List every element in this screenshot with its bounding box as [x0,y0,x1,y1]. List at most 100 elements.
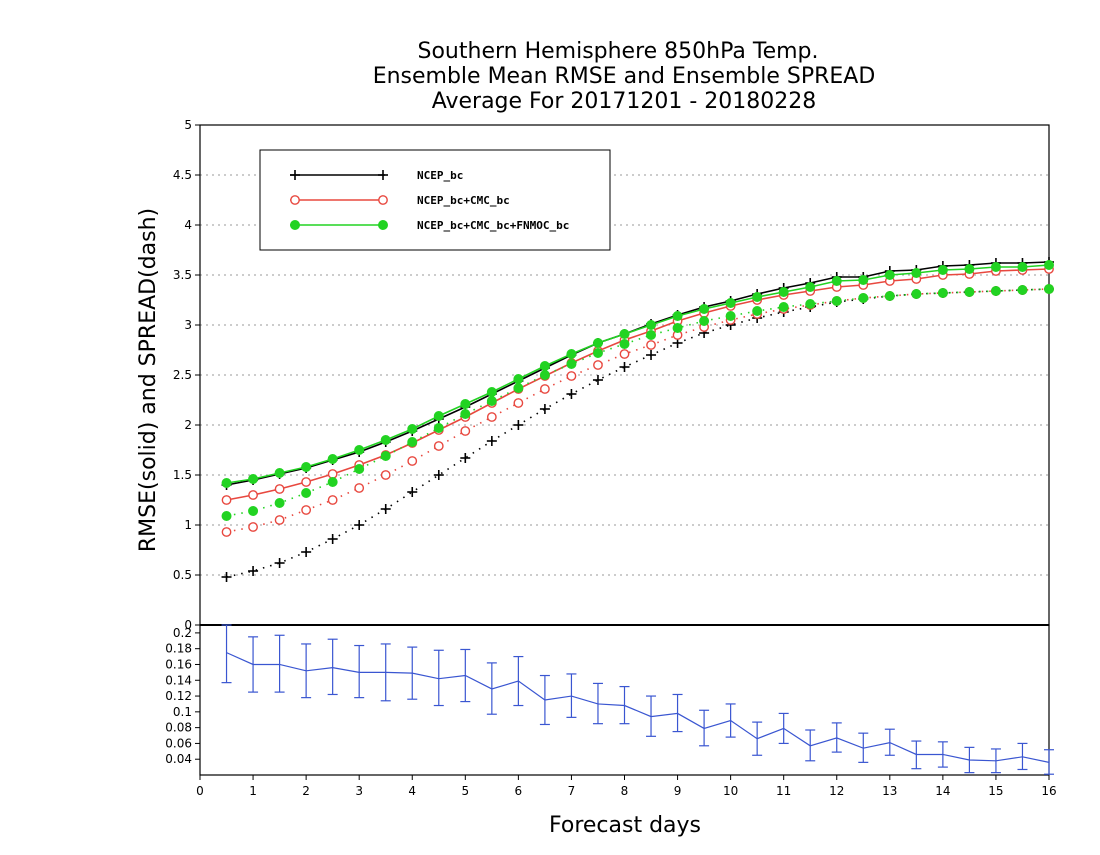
series-3-spread-point [566,359,577,369]
series-1-spread-point [513,420,524,430]
series-3-spread-point [433,423,444,433]
series-2-spread-point [433,441,444,451]
series-3-spread-point [805,299,816,309]
x-tick-label: 0 [196,784,204,798]
upper-y-tick-label: 2.5 [173,368,192,382]
series-3-spread-point [911,289,922,299]
series-3-rmse-point [407,424,418,434]
series-1-spread-point [274,558,285,568]
series-3-spread-point [619,339,630,349]
series-3-rmse-point [301,462,312,472]
series-1-spread-point [646,350,657,360]
x-tick-label: 15 [988,784,1003,798]
x-tick-label: 1 [249,784,257,798]
lower-y-tick-label: 0.18 [165,642,192,656]
legend-marker [378,195,388,205]
series-2-rmse-point [301,477,312,487]
series-3-rmse-point [566,349,577,359]
series-3-rmse-point [1044,260,1054,270]
series-1-spread-point [539,404,550,414]
x-tick-label: 12 [829,784,844,798]
series-3-rmse-point [513,374,524,384]
series-3-spread-point [990,286,1001,296]
series-3-rmse-point [433,411,444,421]
legend-label: NCEP_bc+CMC_bc+FNMOC_bc [417,219,569,232]
series-3-rmse-point [460,399,471,409]
upper-y-tick-label: 4.5 [173,168,192,182]
series-3-spread-point [301,488,312,498]
series-3-rmse-point [699,304,710,314]
series-3-rmse-point [964,264,975,274]
series-3-spread-point [460,409,471,419]
upper-y-tick-label: 3 [184,318,192,332]
series-3-rmse-point [248,474,259,484]
series-2-spread-point [380,470,391,480]
series-3-spread-line [226,288,1050,517]
y-axis-label: RMSE(solid) and SPREAD(dash) [136,208,161,552]
x-tick-label: 8 [621,784,629,798]
series-3-spread-point [699,316,710,326]
series-3-spread-point [592,348,603,358]
series-3-rmse-line [226,264,1050,484]
series-2-spread-point [274,515,285,525]
series-3-spread-point [380,451,391,461]
series-3-rmse-point [911,268,922,278]
series-3-spread-point [513,383,524,393]
series-3-rmse-point [937,265,948,275]
series-2-rmse-point [274,484,285,494]
series-3-spread-point [486,396,497,406]
series-3-spread-point [831,296,842,306]
series-2-spread-point [221,527,232,537]
series-1-spread-point [354,520,365,530]
legend-marker [290,170,300,180]
series-3-spread-point [672,323,683,333]
series-3-rmse-point [380,435,391,445]
series-3-rmse-point [752,292,763,302]
chart-title-line-2: Ensemble Mean RMSE and Ensemble SPREAD [373,64,876,89]
series-2-rmse-point [327,469,338,479]
lower-y-tick-label: 0.12 [165,689,192,703]
series-3-rmse-point [778,287,789,297]
series-2-spread-point [540,384,550,394]
series-3-spread-point [354,464,365,474]
series-3-rmse-point [672,311,683,321]
series-2-spread-point [619,349,630,359]
upper-y-tick-label: 1.5 [173,468,192,482]
series-2-spread-point [566,371,577,381]
series-3-spread-point [407,437,418,447]
series-3-rmse-point [990,262,1001,272]
series-2-rmse-point [221,495,232,505]
series-3-spread-point [752,306,763,316]
series-3-spread-point [937,288,948,298]
x-tick-label: 6 [515,784,523,798]
lower-y-tick-label: 0.1 [173,705,192,719]
series-3-spread-point [221,511,232,521]
series-1-spread-line [226,288,1050,578]
upper-y-tick-label: 5 [184,118,192,132]
series-3-rmse-point [858,275,869,285]
x-tick-label: 16 [1041,784,1056,798]
series-2-spread-point [248,522,258,532]
series-1-spread-point [248,566,259,576]
series-3-rmse-point [619,329,630,339]
series-1-spread-point [380,504,391,514]
series-1-spread-point [327,534,338,544]
series-2-rmse-line [226,268,1050,501]
series-1-spread-point [433,470,444,480]
upper-y-tick-label: 2 [184,418,192,432]
series-2-spread-point [460,426,471,436]
difference-line [226,652,1050,763]
legend-marker [378,170,388,180]
series-2-spread-point [354,483,365,493]
series-2-spread-point [513,398,524,408]
series-1-spread-point [407,487,418,497]
series-3-spread-point [858,293,869,303]
series-2-rmse-point [248,490,258,500]
x-tick-label: 4 [408,784,416,798]
series-2-spread-point [646,340,656,350]
series-3-rmse-point [884,270,895,280]
x-tick-label: 14 [935,784,950,798]
series-3-spread-point [884,291,895,301]
upper-y-tick-label: 0.5 [173,568,192,582]
